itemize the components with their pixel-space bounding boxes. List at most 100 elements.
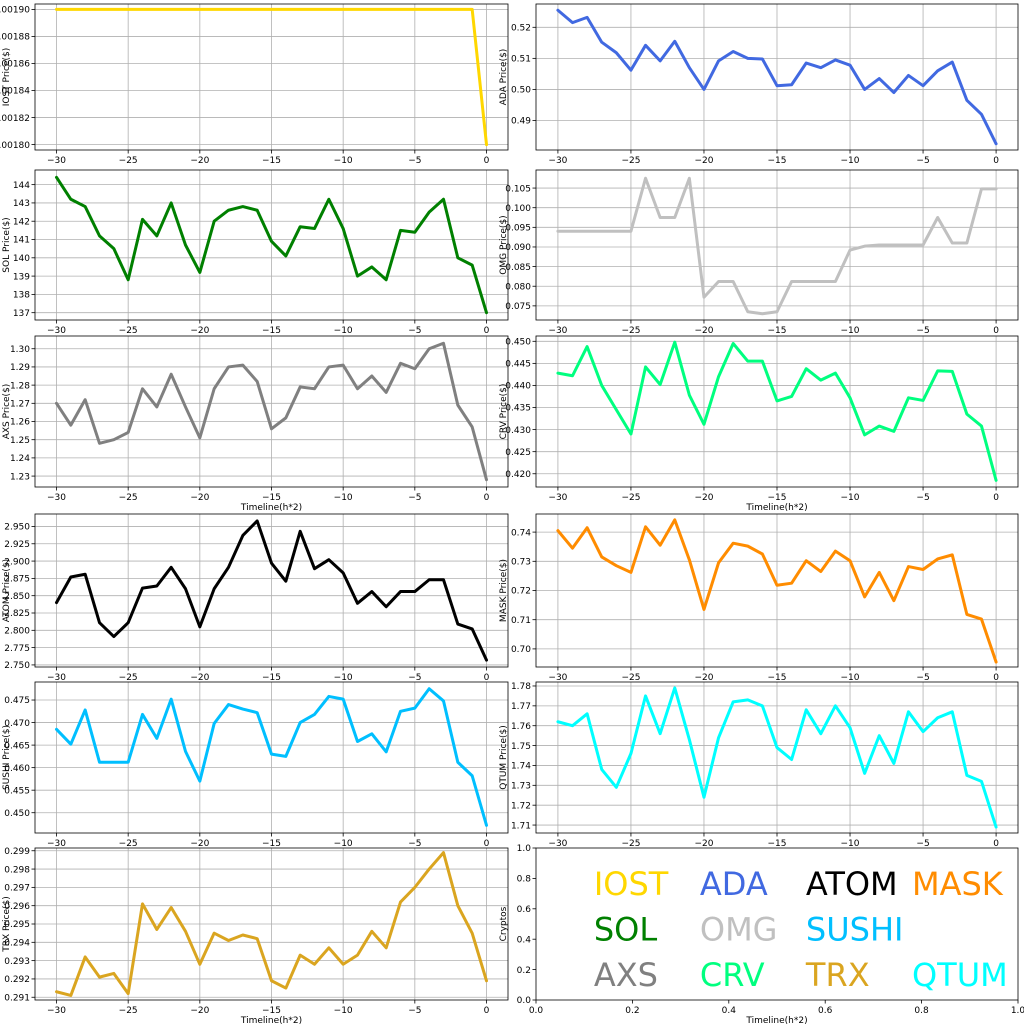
y-tick-label: 0.50 [511, 86, 531, 96]
y-tick-label: 0.52 [511, 23, 531, 33]
x-tick-label: 0 [484, 839, 490, 849]
x-tick-label: 0 [484, 673, 490, 683]
x-tick-label: −10 [334, 673, 353, 683]
panel-axs-price: −30 −25 −20 −15 −10 −5 0 1.23 1.24 1.25 1.26 1.27 1.… [2, 335, 509, 513]
x-tick-label: −5 [916, 493, 929, 503]
x-tick-label: −10 [841, 326, 860, 336]
y-tick-label: 0.465 [4, 741, 30, 751]
y-tick-label: 0.00188 [0, 33, 30, 43]
x-tick-label: −15 [262, 673, 281, 683]
y-tick-label: 0.00184 [0, 87, 30, 97]
y-tick-label: 139 [13, 272, 30, 282]
crypto-label-trx: TRX [805, 956, 870, 994]
y-tick-label: 1.71 [511, 821, 531, 831]
y-axis-label: SUSHI Price($) [2, 725, 12, 790]
crypto-label-omg: OMG [700, 911, 778, 949]
x-tick-label: −10 [841, 156, 860, 166]
x-tick-label: −20 [190, 156, 209, 166]
y-tick-label: 2.900 [4, 557, 30, 567]
x-axis-label: Timeline(h*2) [240, 503, 302, 513]
x-tick-label: −20 [190, 673, 209, 683]
panel-ada-price: −30 −25 −20 −15 −10 −5 0 0.49 0.50 0.51 0.52 ADA Pr… [499, 3, 1019, 166]
x-tick-label: 0 [484, 156, 490, 166]
y-tick-label: 2.850 [4, 592, 30, 602]
y-tick-label: 141 [13, 236, 30, 246]
y-tick-label: 0.00186 [0, 60, 30, 70]
y-tick-label: 0.435 [505, 404, 531, 414]
crypto-label-axs: AXS [594, 956, 658, 994]
panel-qtum-price: −30 −25 −20 −15 −10 −5 0 1.71 1.72 1.73 1.74 1.75 1.… [499, 681, 1019, 849]
x-tick-label: −10 [841, 493, 860, 503]
x-tick-label: −30 [548, 673, 567, 683]
x-tick-label: 0.8 [914, 1006, 929, 1016]
y-axis-label: CRV Price($) [499, 384, 509, 440]
x-tick-label: 0 [993, 493, 999, 503]
y-axis-label: ATOM Price($) [2, 559, 12, 622]
y-tick-label: 0.73 [511, 558, 531, 568]
axes-frame [535, 847, 1019, 1001]
x-tick-label: −10 [334, 839, 353, 849]
y-axis-label: Cryptos [499, 906, 509, 941]
x-tick-label: −25 [119, 326, 138, 336]
y-tick-label: 0.100 [505, 204, 531, 214]
y-tick-label: 0.293 [4, 957, 30, 967]
y-tick-label: 1.23 [10, 472, 30, 482]
x-tick-label: 0 [484, 493, 490, 503]
y-tick-label: 0.00180 [0, 141, 30, 151]
panel-cryptos: 0.0 0.2 0.4 0.6 0.8 1.0 0.0 0.2 0.4 0.6 0.8 1.0 Cryp… [499, 844, 1024, 1024]
x-tick-label: 0 [484, 1006, 490, 1016]
y-tick-label: 1.75 [511, 742, 531, 752]
y-tick-label: 1.74 [511, 762, 531, 772]
crypto-label-iost: IOST [594, 865, 669, 903]
y-tick-label: 0.085 [505, 263, 531, 273]
crypto-label-mask: MASK [912, 865, 1004, 903]
crypto-label-sol: SOL [594, 911, 658, 949]
y-tick-label: 0.075 [505, 302, 531, 312]
y-tick-label: 1.76 [511, 722, 531, 732]
y-tick-label: 2.825 [4, 609, 30, 619]
x-tick-label: −5 [408, 673, 421, 683]
y-tick-label: 0.297 [4, 884, 30, 894]
x-tick-label: −5 [408, 326, 421, 336]
y-axis-label: SOL Price($) [2, 217, 12, 272]
y-tick-label: 0.450 [505, 337, 531, 347]
x-tick-label: −5 [916, 673, 929, 683]
panel-crv-price: −30 −25 −20 −15 −10 −5 0 0.420 0.425 0.430 0.435 0.… [499, 335, 1019, 513]
x-tick-label: −15 [262, 326, 281, 336]
x-tick-label: −20 [694, 839, 713, 849]
y-tick-label: 0.70 [511, 645, 531, 655]
x-tick-label: −10 [334, 493, 353, 503]
x-tick-label: 1.0 [1011, 1006, 1024, 1016]
y-tick-label: 0.00182 [0, 114, 30, 124]
y-tick-label: 143 [13, 199, 30, 209]
y-tick-label: 0.294 [4, 939, 30, 949]
y-tick-label: 0.51 [511, 55, 531, 65]
x-tick-label: 0 [484, 326, 490, 336]
y-tick-label: 0.080 [505, 282, 531, 292]
y-tick-label: 0.00190 [0, 6, 30, 16]
x-tick-label: −5 [916, 156, 929, 166]
axes-frame [535, 681, 1019, 834]
x-tick-label: −15 [768, 493, 787, 503]
panel-iost-price: −30 −25 −20 −15 −10 −5 0 0.00180 0.00182 0.00184 0… [0, 3, 509, 166]
y-tick-label: 137 [13, 309, 30, 319]
y-tick-label: 0.450 [4, 809, 30, 819]
crypto-label-atom: ATOM [806, 865, 898, 903]
y-tick-label: 2.950 [4, 523, 30, 533]
y-tick-label: 0.296 [4, 902, 30, 912]
y-axis-label: QTUM Price($) [499, 725, 509, 790]
x-axis-label: Timeline(h*2) [240, 1016, 302, 1024]
x-tick-label: −30 [548, 839, 567, 849]
y-tick-label: 0.475 [4, 696, 30, 706]
x-tick-label: −30 [47, 839, 66, 849]
axes-frame [34, 847, 509, 1001]
x-tick-label: 0 [993, 839, 999, 849]
axes-frame [34, 3, 509, 151]
y-axis-label: TRX Price($) [2, 896, 12, 952]
axes-frame [535, 513, 1019, 668]
y-tick-label: 0.74 [511, 528, 531, 538]
x-tick-label: −15 [768, 156, 787, 166]
panel-omg-price: −30 −25 −20 −15 −10 −5 0 0.075 0.080 0.085 0.090 0.… [499, 169, 1019, 336]
y-tick-label: 0.460 [4, 764, 30, 774]
